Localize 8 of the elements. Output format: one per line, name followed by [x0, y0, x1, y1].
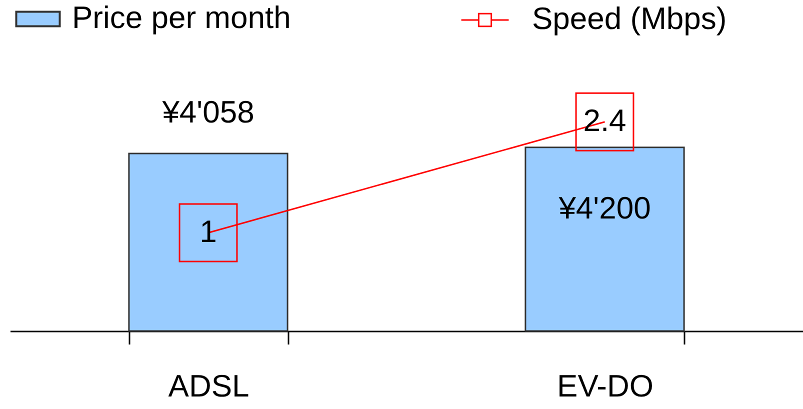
data-label: ¥4'200: [558, 190, 651, 226]
x-tick-label: EV-DO: [557, 368, 654, 404]
x-tick-label: ADSL: [168, 368, 250, 404]
data-label: 1: [200, 214, 217, 249]
legend-label: Price per month: [72, 0, 291, 35]
data-label: ¥4'058: [161, 94, 254, 130]
legend-label: Speed (Mbps): [532, 1, 727, 36]
data-label: 2.4: [583, 102, 626, 138]
